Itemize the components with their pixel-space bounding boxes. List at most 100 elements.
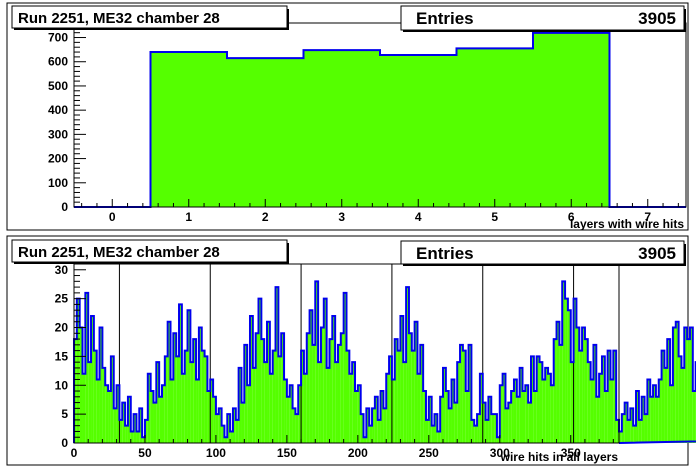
bottom-bin-bar <box>312 344 316 443</box>
bottom-bin-bar <box>468 344 472 443</box>
bottom-x-tick-label: 150 <box>277 446 297 460</box>
bottom-x-tick-label: 50 <box>138 446 152 460</box>
bottom-bin-bar <box>306 333 310 443</box>
bottom-bin-bar <box>329 339 333 443</box>
bottom-bin-bar <box>349 373 353 443</box>
bottom-bin-bar <box>179 304 182 443</box>
top-chart-title: Run 2251, ME32 chamber 28 <box>18 10 220 27</box>
top-y-tick-label: 200 <box>48 152 68 166</box>
bottom-bin-bar <box>479 373 483 443</box>
bottom-bin-bar <box>505 408 509 443</box>
bottom-bin-bar <box>309 310 313 443</box>
bottom-bin-bar <box>284 379 287 443</box>
bottom-bin-bar <box>105 385 109 443</box>
bottom-bin-bar <box>499 385 503 443</box>
bottom-bin-bar <box>567 310 571 443</box>
bottom-bin-bar <box>556 321 560 443</box>
bottom-bin-bar <box>579 350 583 443</box>
bottom-bin-bar <box>440 396 444 443</box>
bottom-bin-bar <box>153 402 157 443</box>
bottom-bin-bar <box>423 391 426 443</box>
bottom-bin-bar <box>241 402 245 443</box>
bottom-bin-bar <box>516 396 520 443</box>
bottom-bin-bar <box>661 350 665 443</box>
bottom-bin-bar <box>244 344 248 443</box>
bottom-bin-bar <box>584 339 588 443</box>
top-x-axis: 0 1 2 3 4 5 6 7 <box>81 199 679 224</box>
bottom-y-tick-label: 5 <box>61 407 68 421</box>
bottom-stats-entries: 3905 <box>638 244 676 263</box>
bottom-bin-bar <box>559 344 563 443</box>
bottom-bin-bar <box>190 362 194 443</box>
bottom-bin-bar <box>88 362 92 443</box>
bottom-bin-bar <box>599 373 602 443</box>
bottom-title-shadow-bottom <box>14 262 289 264</box>
bottom-bin-bar <box>590 379 594 443</box>
bottom-y-tick-label: 0 <box>61 436 68 450</box>
bottom-y-tick-label: 25 <box>55 292 69 306</box>
bottom-bin-bar <box>633 425 637 443</box>
bottom-bin-bar <box>462 350 466 443</box>
bottom-bin-bar <box>272 350 276 443</box>
bottom-bin-bar <box>670 385 673 443</box>
bottom-x-tick-label: 0 <box>71 446 78 460</box>
bottom-bin-bar <box>420 344 424 443</box>
bottom-bin-bar <box>687 339 690 443</box>
bottom-bin-bar <box>443 367 446 443</box>
bottom-bin-bar <box>173 333 177 443</box>
bottom-x-axis-title: wire hits in all layers <box>500 450 619 464</box>
bottom-bin-bar <box>230 431 233 443</box>
bottom-bin-bar <box>201 350 205 443</box>
bottom-bin-bar <box>451 379 455 443</box>
bottom-bin-bar <box>125 425 128 443</box>
bottom-bin-bar <box>161 385 165 443</box>
bottom-bin-bar <box>357 385 361 443</box>
bottom-bin-bar <box>170 379 174 443</box>
bottom-x-tick-label: 200 <box>348 446 368 460</box>
top-stats-shadow-right <box>684 9 686 32</box>
bottom-bin-bar <box>238 367 242 443</box>
bottom-bin-bar <box>434 414 438 443</box>
bottom-bin-bar <box>261 339 265 443</box>
bottom-bin-bar <box>621 414 625 443</box>
top-y-axis: 0 100 200 300 400 500 600 700 <box>48 22 86 214</box>
bottom-bin-bar <box>496 437 500 443</box>
top-title-shadow-right <box>287 9 289 29</box>
bottom-bin-bar <box>213 396 216 443</box>
top-x-tick-label: 1 <box>185 210 192 224</box>
bottom-bin-bar <box>485 419 489 443</box>
bottom-bin-bar <box>596 396 600 443</box>
top-x-tick-label: 5 <box>491 210 498 224</box>
bottom-bin-bar <box>113 408 117 443</box>
bottom-bin-bar <box>224 437 228 443</box>
bottom-plot-frame <box>73 263 620 444</box>
bottom-bin-bar <box>372 408 375 443</box>
top-stats-shadow-bottom <box>403 30 686 32</box>
bottom-bin-bar <box>363 437 367 443</box>
bottom-bin-bar <box>539 362 543 443</box>
bottom-bin-bar <box>428 396 432 443</box>
bottom-bin-bar <box>417 373 421 443</box>
bottom-bin-bar <box>369 425 373 443</box>
bottom-bin-bar <box>689 327 693 443</box>
top-bin-bar <box>303 50 380 208</box>
bottom-bin-bar <box>99 327 103 443</box>
bottom-bin-bar <box>377 419 381 443</box>
top-histogram-outline <box>74 31 686 208</box>
bottom-y-tick-label: 15 <box>55 349 69 363</box>
bottom-bin-bar <box>278 356 282 443</box>
bottom-bin-bar <box>528 402 532 443</box>
bottom-bin-bar <box>383 408 387 443</box>
bottom-bin-bar <box>550 385 554 443</box>
bottom-bin-bar <box>221 425 225 443</box>
bottom-x-tick-label: 250 <box>419 446 439 460</box>
bottom-bin-bar <box>601 356 605 443</box>
bottom-bin-bar <box>684 327 688 443</box>
bottom-bin-bar <box>604 391 608 443</box>
bottom-bin-bar <box>127 396 131 443</box>
bottom-bin-bar <box>142 437 145 443</box>
bottom-bin-bar <box>570 362 574 443</box>
bottom-bin-bar <box>630 408 634 443</box>
bottom-bin-bar <box>508 402 512 443</box>
